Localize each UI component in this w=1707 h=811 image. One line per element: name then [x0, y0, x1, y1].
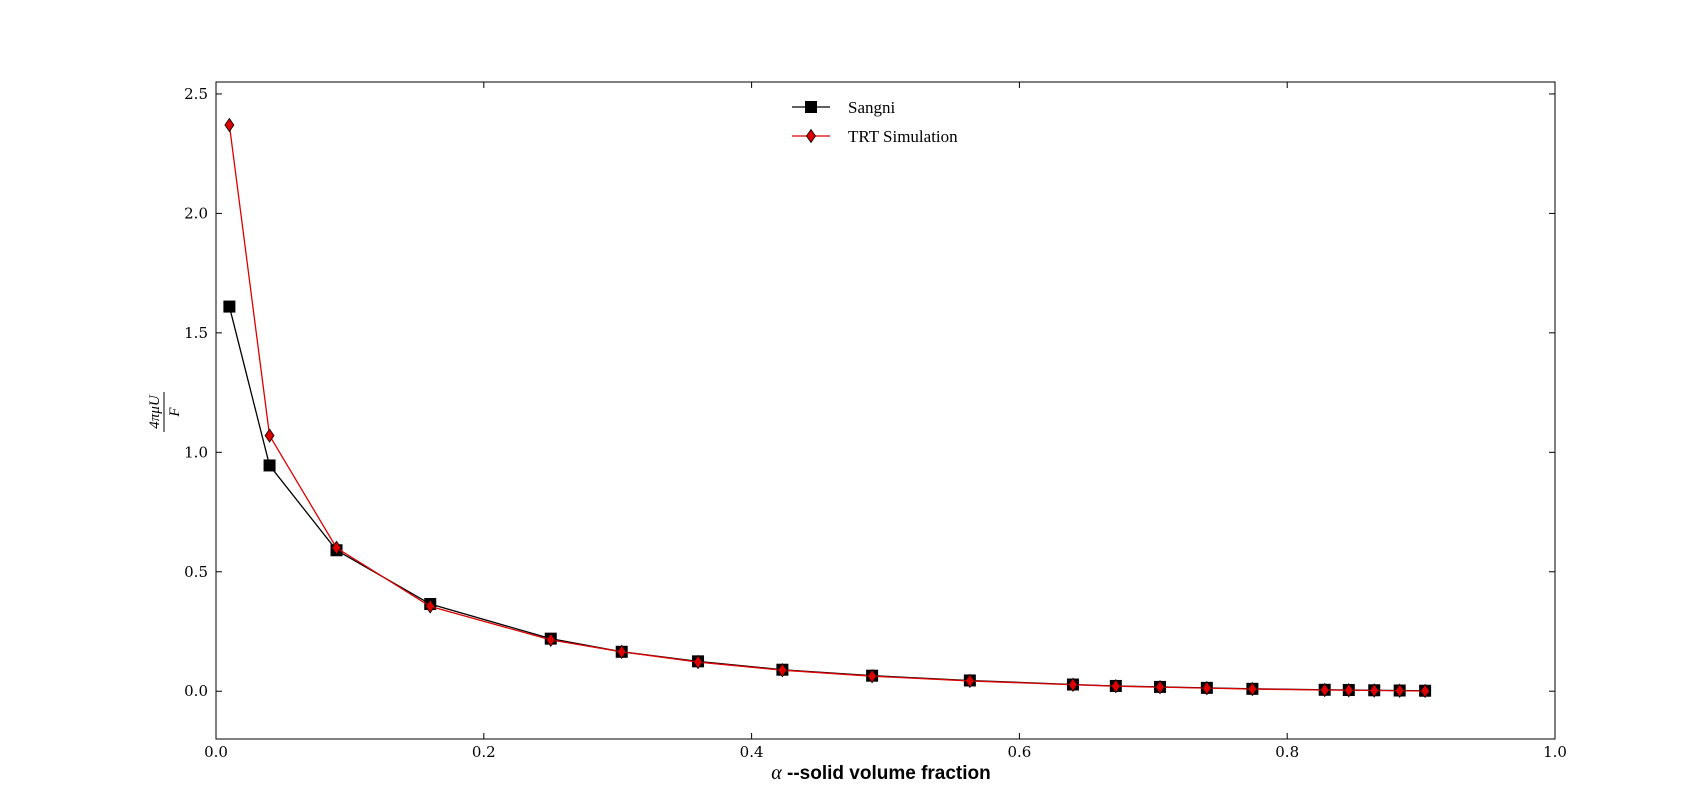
x-axis-label: α --solid volume fraction [771, 762, 991, 784]
trt-simulation-point [1319, 682, 1330, 698]
trt-simulation-point [616, 644, 627, 660]
trt-simulation-point [1247, 681, 1258, 697]
series-layer [223, 117, 1432, 699]
legend: Sangni TRT Simulation [792, 98, 958, 146]
y-tick-label: 0.0 [184, 682, 208, 700]
trt-simulation-point [964, 673, 975, 689]
trt-simulation-point [1369, 683, 1380, 698]
legend-trt-simulation-point [806, 128, 816, 144]
axis-ticks: 0.0 0.2 0.4 0.6 0.8 1.0 0.0 0.5 1.0 1.5 2.0 2.5 [184, 82, 1567, 761]
sangni-point [263, 459, 276, 472]
legend-sangni-point [805, 101, 817, 113]
trt-simulation-point [1155, 679, 1165, 695]
plot-frame [215, 81, 1556, 740]
trt-simulation-point [264, 428, 275, 443]
legend-entry-trt-simulation: TRT Simulation [792, 127, 958, 146]
trt-simulation-series [224, 117, 1431, 699]
x-tick-label: 0.8 [1275, 743, 1299, 761]
trt-simulation-point [693, 654, 704, 670]
x-axis-label-text: --solid volume fraction [782, 763, 991, 784]
trt-simulation-point [867, 668, 878, 684]
x-tick-label: 1.0 [1543, 743, 1567, 761]
trt-simulation-point [1420, 683, 1431, 699]
legend-entry-sangni: Sangni [792, 98, 896, 117]
trt-simulation-point [425, 599, 436, 614]
trt-simulation-point [545, 632, 556, 648]
trt-simulation-point [1201, 680, 1212, 696]
y-tick-label: 1.5 [184, 324, 208, 342]
y-axis-label-denominator: F [167, 407, 183, 418]
legend-label-trt-simulation: TRT Simulation [848, 127, 958, 146]
y-tick-label: 1.0 [184, 443, 208, 461]
trt-simulation-point [777, 662, 788, 678]
y-tick-label: 0.5 [184, 563, 208, 581]
x-tick-label: 0.4 [740, 743, 764, 761]
trt-simulation-point [1067, 677, 1078, 692]
sangni-point [223, 300, 236, 313]
trt-simulation-point [331, 540, 342, 556]
x-tick-label: 0.2 [472, 743, 496, 761]
trt-simulation-point [1394, 683, 1405, 698]
x-axis-label-symbol: α [771, 762, 782, 784]
trt-simulation-point [1110, 678, 1121, 694]
y-tick-label: 2.0 [184, 204, 208, 222]
y-tick-label: 2.5 [184, 85, 208, 103]
x-tick-label: 0.0 [204, 743, 228, 761]
y-axis-label: 4πμU F [147, 392, 183, 432]
legend-label-sangni: Sangni [848, 98, 896, 117]
trt-simulation-point [1343, 683, 1354, 698]
x-tick-label: 0.6 [1007, 743, 1031, 761]
trt-simulation-point [224, 117, 235, 133]
y-axis-label-numerator: 4πμU [147, 394, 163, 429]
